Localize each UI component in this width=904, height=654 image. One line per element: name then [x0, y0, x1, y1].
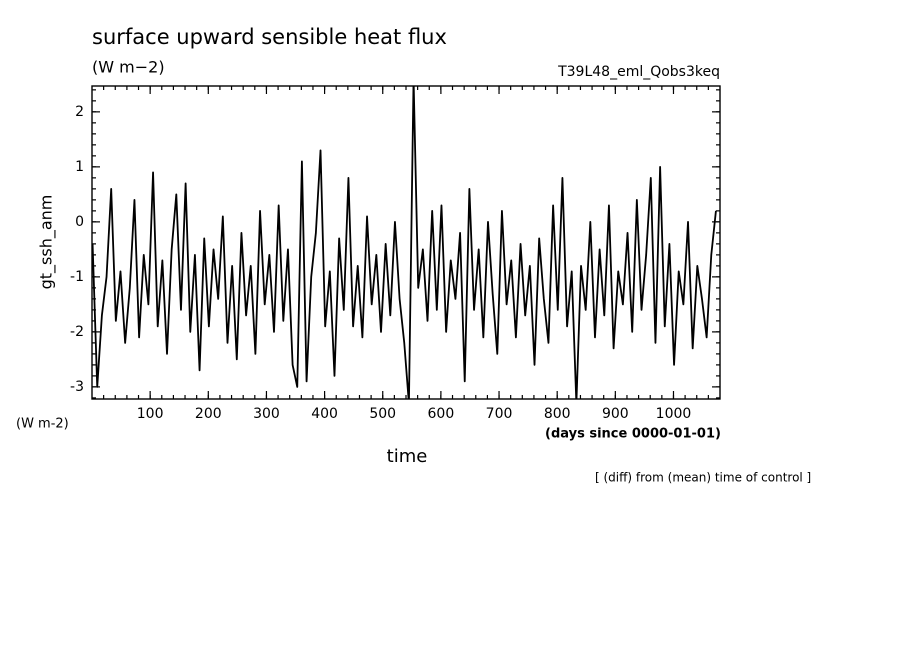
- y-tick-label: -3: [70, 379, 84, 395]
- x-tick-label: 500: [369, 406, 396, 422]
- note: [ (diff) from (mean) time of control ]: [595, 471, 811, 485]
- x-tick-label: 600: [428, 406, 455, 422]
- y-axis-label: gt_ssh_anm: [37, 195, 57, 290]
- y-tick-label: -2: [70, 324, 84, 340]
- x-tick-label: 200: [195, 406, 222, 422]
- y-tick-label: 1: [75, 159, 84, 175]
- plot-frame: [91, 85, 721, 400]
- x-tick-label: 400: [311, 406, 338, 422]
- experiment: T39L48_eml_Qobs3keq: [557, 64, 720, 80]
- y-tick-label: -1: [70, 269, 84, 285]
- y-tick-label: 2: [75, 104, 84, 120]
- x-tick-label: 900: [602, 406, 629, 422]
- x-axis-label: time: [387, 446, 428, 467]
- data-line: [92, 86, 717, 399]
- x-tick-label: 300: [253, 406, 280, 422]
- chart-title: surface upward sensible heat flux: [92, 25, 447, 49]
- x-units: (days since 0000-01-01): [545, 427, 721, 442]
- x-tick-label: 800: [544, 406, 571, 422]
- x-tick-label: 1000: [656, 406, 692, 422]
- units: (W m−2): [92, 58, 165, 77]
- y-tick-label: 0: [75, 214, 84, 230]
- y-units: (W m-2): [16, 417, 69, 432]
- x-tick-label: 700: [486, 406, 513, 422]
- x-tick-label: 100: [137, 406, 164, 422]
